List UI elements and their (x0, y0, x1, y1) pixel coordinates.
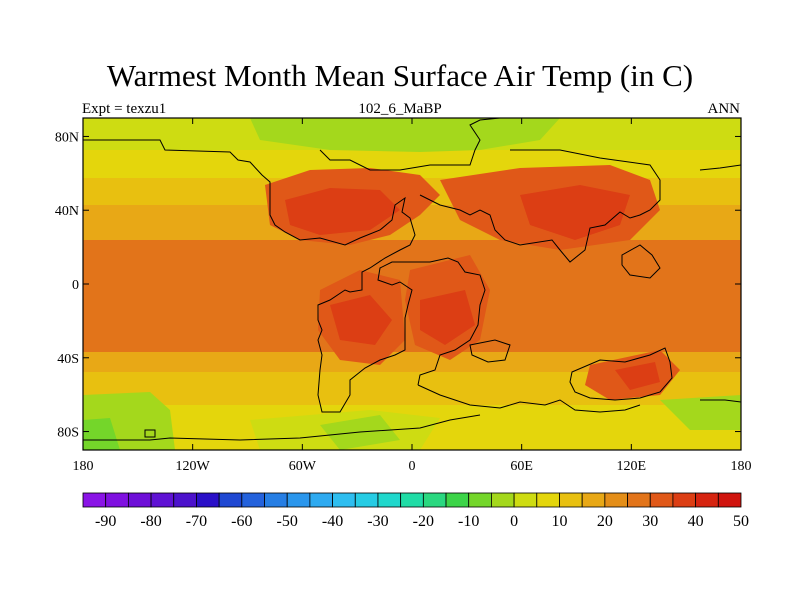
colorbar-label: -70 (186, 513, 207, 530)
y-tick-label: 80S (57, 426, 79, 441)
colorbar-swatch (672, 492, 697, 508)
colorbar-label: 20 (597, 513, 613, 530)
y-tick-label: 40N (55, 204, 79, 219)
colorbar-label: 40 (688, 513, 704, 530)
colorbar-swatch (218, 492, 243, 508)
arctic-cool-patch (250, 118, 560, 152)
indian-ocean-island (469, 339, 511, 363)
colorbar-swatch (717, 492, 742, 508)
america-africa-coastline (83, 139, 486, 413)
colorbar-label: -40 (322, 513, 343, 530)
x-tick-label: 180 (73, 459, 94, 474)
colorbar-swatch (354, 492, 379, 508)
colorbar-swatch (627, 492, 651, 508)
colorbar-swatch (241, 492, 265, 508)
colorbar-swatch (695, 492, 719, 508)
colorbar-swatch (82, 492, 107, 508)
colorbar-swatch (332, 492, 356, 508)
colorbar-label: 50 (733, 513, 749, 530)
north-atlantic-coastline (319, 118, 501, 171)
colorbar-swatch (264, 492, 288, 508)
antarctic-coastline (83, 414, 481, 441)
colorbar-label: -90 (95, 513, 116, 530)
colorbar-swatch (377, 492, 402, 508)
south-america-hot (330, 295, 392, 345)
experiment-label: Expt = texzu1 (82, 101, 167, 117)
coastlines (83, 118, 741, 441)
y-tick-label: 0 (72, 278, 79, 293)
y-tick-label: 40S (57, 352, 79, 367)
colorbar-label: 0 (510, 513, 518, 530)
temperature-field (83, 118, 741, 450)
colorbar-swatch (445, 492, 470, 508)
south-east-cool-patch (660, 395, 741, 430)
y-tick-label: 80N (55, 130, 79, 145)
south-pacific-green-patch (83, 418, 120, 450)
axis-ticks: 180 120W 60W 0 60E 120E 180 80N 40N 0 40S 80S (55, 118, 752, 474)
period-label: 102_6_MaBP (358, 101, 442, 117)
colorbar-label: -80 (140, 513, 161, 530)
north-america-hot (285, 188, 400, 235)
colorbar-label: -50 (277, 513, 298, 530)
colorbar-label: -10 (458, 513, 479, 530)
colorbar-swatch (105, 492, 129, 508)
colorbar-swatch (286, 492, 311, 508)
north-east-coastline (699, 164, 741, 171)
colorbar-swatch (150, 492, 175, 508)
colorbar-label: 30 (642, 513, 658, 530)
east-asia-island (621, 244, 661, 279)
small-island (144, 429, 156, 438)
colorbar-swatch (604, 492, 628, 508)
colorbar-label: -30 (367, 513, 388, 530)
colorbar-swatch (173, 492, 197, 508)
colorbar-swatch (422, 492, 447, 508)
x-tick-label: 60W (289, 459, 317, 474)
colorbar-swatch (196, 492, 220, 508)
x-tick-label: 0 (409, 459, 416, 474)
africa-hot (420, 290, 475, 345)
colorbar-swatch (309, 492, 333, 508)
colorbar-swatch (127, 492, 152, 508)
colorbar-label: -20 (413, 513, 434, 530)
colorbar-swatch (400, 492, 424, 508)
eurasia-coastline (419, 149, 661, 263)
colorbar-swatch (559, 492, 583, 508)
colorbar: -90 -80 -70 -60 -50 -40 -30 -20 -10 0 10 20 30 40 50 (82, 492, 749, 530)
colorbar-label: 10 (551, 513, 567, 530)
colorbar-swatch (513, 492, 538, 508)
x-tick-label: 120W (176, 459, 211, 474)
page-title: Warmest Month Mean Surface Air Temp (in … (106, 58, 694, 93)
eurasia-hot (520, 185, 630, 240)
x-tick-label: 180 (731, 459, 752, 474)
x-tick-label: 120E (617, 459, 647, 474)
colorbar-swatch (491, 492, 515, 508)
x-tick-label: 60E (510, 459, 533, 474)
colorbar-swatch (581, 492, 606, 508)
colorbar-swatch (649, 492, 674, 508)
australia-coastline (569, 347, 673, 401)
season-label: ANN (707, 101, 741, 117)
colorbar-swatch (468, 492, 492, 508)
australia-hot (615, 362, 660, 390)
colorbar-label: -60 (231, 513, 252, 530)
south-east-coastline (700, 399, 741, 403)
south-coastline (417, 384, 641, 413)
colorbar-swatch (536, 492, 560, 508)
